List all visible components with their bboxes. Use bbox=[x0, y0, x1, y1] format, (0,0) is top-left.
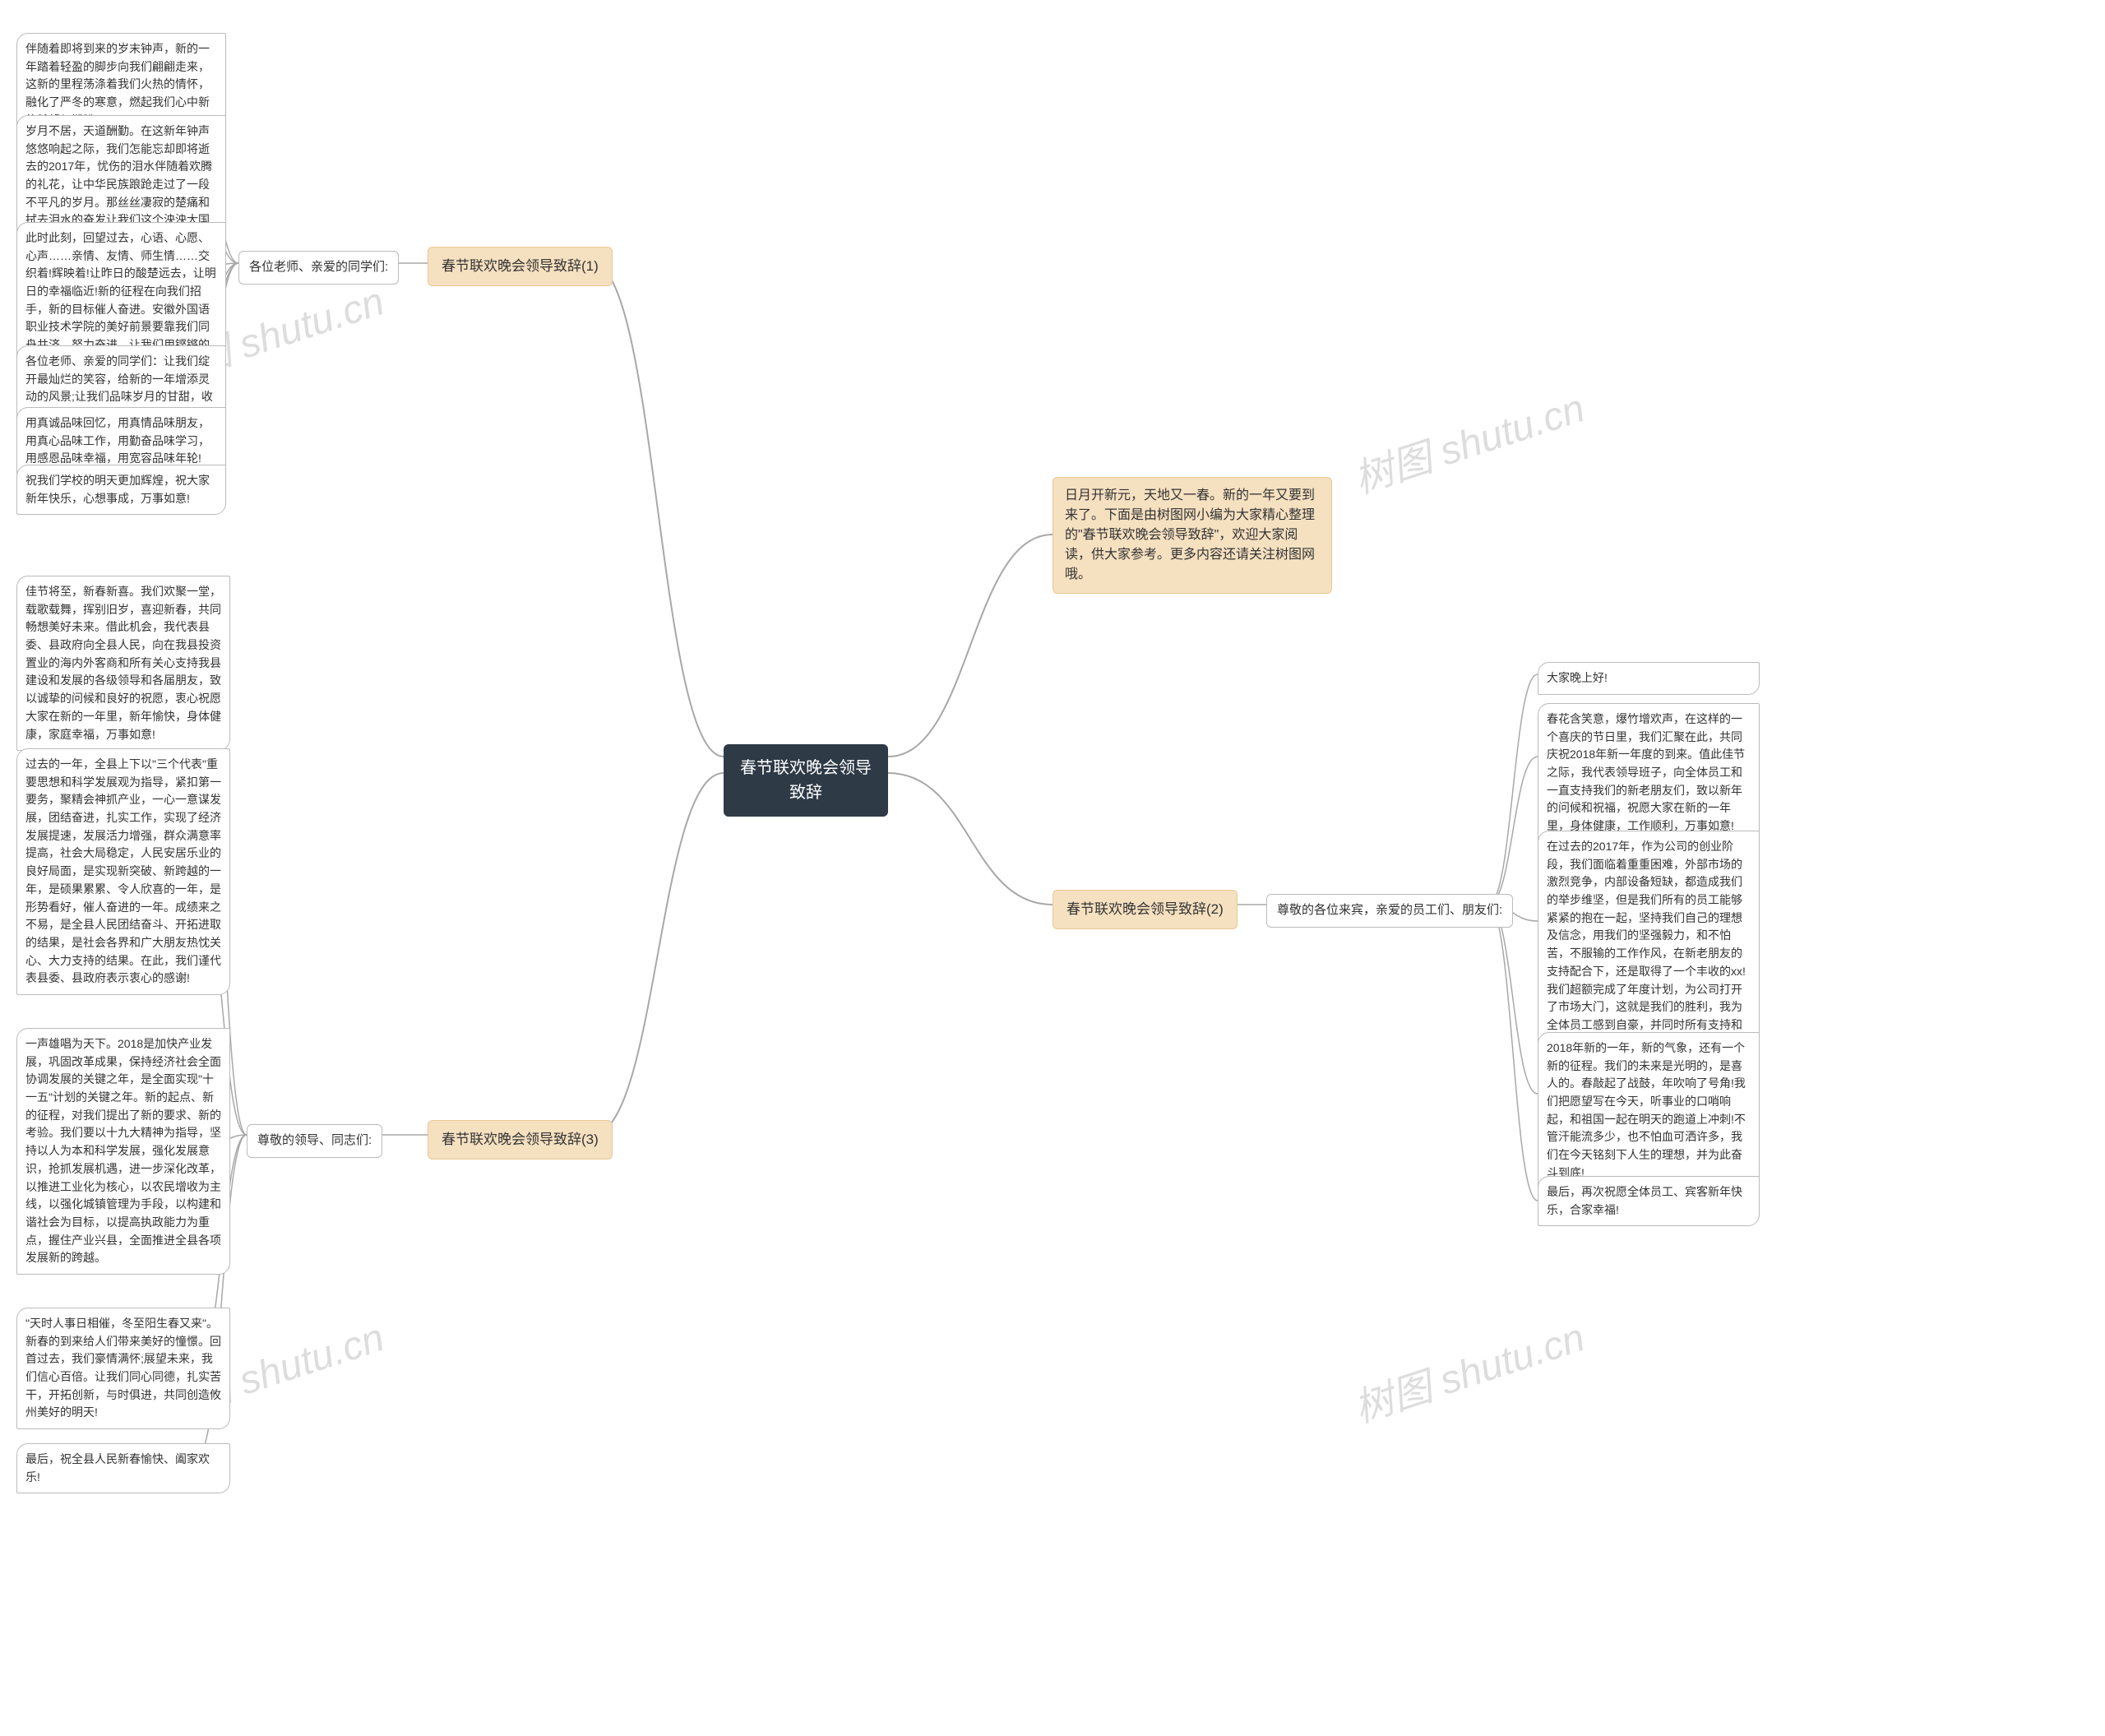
branch-2-sub: 尊敬的各位来宾，亲爱的员工们、朋友们: bbox=[1266, 894, 1513, 928]
branch-2-leaf-4: 最后，再次祝愿全体员工、宾客新年快乐，合家幸福! bbox=[1538, 1176, 1760, 1226]
root-node[interactable]: 春节联欢晚会领导致辞 bbox=[724, 744, 888, 817]
branch-2[interactable]: 春节联欢晚会领导致辞(2) bbox=[1052, 890, 1238, 929]
branch-2-leaf-0: 大家晚上好! bbox=[1538, 662, 1760, 695]
branch-2-leaf-2: 在过去的2017年，作为公司的创业阶段，我们面临着重重困难，外部市场的激烈竞争，… bbox=[1538, 831, 1760, 1059]
branch-3-leaf-2: 一声雄唱为天下。2018是加快产业发展，巩固改革成果，保持经济社会全面协调发展的… bbox=[16, 1028, 230, 1275]
branch-3[interactable]: 春节联欢晚会领导致辞(3) bbox=[428, 1120, 613, 1160]
branch-2-leaf-3: 2018年新的一年，新的气象，还有一个新的征程。我们的未来是光明的，是喜人的。春… bbox=[1538, 1032, 1760, 1190]
watermark: 树图 shutu.cn bbox=[1345, 1305, 1590, 1433]
branch-3-leaf-3: "天时人事日相催，冬至阳生春又来"。新春的到来给人们带来美好的憧憬。回首过去，我… bbox=[16, 1308, 230, 1429]
branch-2-leaf-1: 春花含笑意，爆竹增欢声，在这样的一个喜庆的节日里，我们汇聚在此，共同庆祝2018… bbox=[1538, 703, 1760, 843]
watermark: 树图 shutu.cn bbox=[1345, 376, 1590, 504]
branch-3-sub: 尊敬的领导、同志们: bbox=[247, 1124, 382, 1158]
branch-3-leaf-4: 最后，祝全县人民新春愉快、阖家欢乐! bbox=[16, 1443, 230, 1493]
branch-1-sub: 各位老师、亲爱的同学们: bbox=[238, 251, 399, 285]
branch-1[interactable]: 春节联欢晚会领导致辞(1) bbox=[428, 247, 613, 286]
branch-3-leaf-1: 过去的一年，全县上下以"三个代表"重要思想和科学发展观为指导，紧扣第一要务，聚精… bbox=[16, 748, 230, 995]
intro-node: 日月开新元，天地又一春。新的一年又要到来了。下面是由树图网小编为大家精心整理的"… bbox=[1052, 477, 1332, 594]
branch-1-leaf-5: 祝我们学校的明天更加辉煌，祝大家新年快乐，心想事成，万事如意! bbox=[16, 465, 226, 515]
branch-3-leaf-0: 佳节将至，新春新喜。我们欢聚一堂，载歌载舞，挥别旧岁，喜迎新春，共同畅想美好未来… bbox=[16, 576, 230, 751]
